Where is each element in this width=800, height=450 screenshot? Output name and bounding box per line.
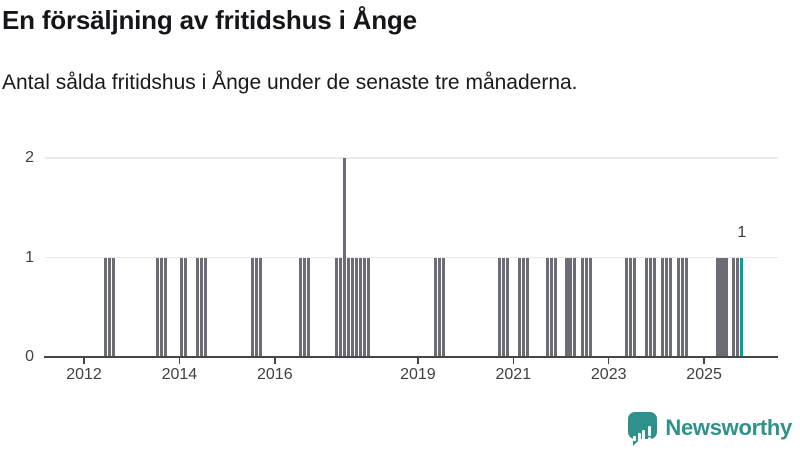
bar-2013-08 [159, 257, 164, 357]
logo-bar-1 [633, 435, 637, 441]
bar-2020-11 [505, 257, 509, 357]
bar-2014-01 [179, 257, 183, 357]
x-axis-tick-2014 [178, 358, 181, 364]
bar-2021-09 [545, 257, 549, 357]
x-axis-tick-2019 [417, 358, 419, 364]
brand-footer: Newsworthy [628, 409, 792, 447]
bar-2017-10 [358, 257, 362, 357]
bar-2023-07 [633, 257, 637, 357]
bar-2024-07 [680, 257, 684, 357]
bar-2021-11 [553, 257, 557, 357]
x-tick-label-2014: 2014 [161, 366, 198, 383]
bar-2025-06 [724, 257, 728, 357]
bar-2021-03 [521, 257, 525, 357]
y-tick-label-1: 1 [25, 248, 34, 266]
logo-bar-3 [642, 429, 646, 441]
x-tick-label-2016: 2016 [257, 366, 293, 383]
bar-2013-07 [156, 257, 160, 357]
bar-2014-06 [199, 257, 203, 357]
bar-2014-02 [183, 257, 187, 357]
bar-2017-08 [350, 257, 354, 357]
bar-2014-07 [203, 257, 207, 357]
bar-2023-10 [644, 257, 649, 357]
speech-bubble-tail [633, 436, 643, 446]
bar-2015-09 [259, 257, 263, 357]
bar-2025-09 [736, 257, 740, 357]
x-axis-tick-2021 [512, 358, 515, 364]
bar-2017-09 [354, 257, 358, 357]
bar-2022-03 [569, 257, 573, 357]
bar-2025-10 [740, 257, 744, 357]
gridline-2 [45, 157, 778, 159]
bar-2024-02 [660, 257, 664, 357]
bar-2022-02 [565, 257, 569, 357]
bar-2023-06 [629, 257, 633, 357]
y-tick-label-0: 0 [25, 348, 34, 365]
newsworthy-logo-icon [628, 410, 658, 447]
bar-2017-04 [334, 257, 338, 357]
last-value-label: 1 [737, 224, 747, 241]
bar-2022-07 [585, 257, 589, 357]
bar-2014-05 [195, 257, 199, 357]
bar-2017-05 [338, 257, 342, 357]
logo-bar-2 [637, 432, 641, 441]
x-tick-label-2025: 2025 [686, 366, 722, 383]
chart-title: En försäljning av fritidshus i Ånge [2, 5, 417, 35]
x-tick-label-2012: 2012 [66, 366, 102, 383]
x-tick-label-2019: 2019 [400, 366, 436, 383]
bar-2020-10 [501, 257, 505, 357]
bar-2020-09 [497, 257, 501, 357]
bar-2025-04 [716, 257, 720, 357]
x-tick-label-2023: 2023 [590, 366, 627, 383]
bar-2012-06 [104, 257, 108, 357]
bar-2022-08 [589, 257, 593, 357]
bar-2017-07 [346, 257, 350, 357]
bar-2021-10 [549, 257, 553, 357]
gridline-1 [45, 256, 778, 259]
bar-2025-08 [732, 257, 736, 357]
bar-2019-05 [434, 257, 438, 357]
bar-2017-12 [366, 257, 370, 357]
bar-2023-11 [648, 257, 652, 357]
bar-2013-09 [163, 257, 168, 357]
bar-2023-12 [652, 257, 656, 357]
bar-2015-08 [255, 257, 259, 357]
bar-2012-07 [108, 257, 112, 357]
bar-2016-07 [299, 257, 303, 357]
y-tick-label-2: 2 [25, 149, 34, 166]
chart-subtitle: Antal sålda fritidshus i Ånge under de s… [2, 71, 578, 94]
bar-2023-05 [625, 257, 629, 357]
bar-2017-06 [342, 158, 346, 357]
logo-exclamation-stem [647, 425, 652, 436]
bar-2019-07 [442, 257, 446, 357]
bar-2017-11 [362, 257, 366, 357]
bar-2024-08 [684, 257, 688, 357]
bar-2022-04 [573, 257, 577, 357]
x-tick-label-2021: 2021 [495, 366, 532, 383]
bar-2024-03 [664, 257, 668, 357]
x-axis-tick-2012 [83, 358, 85, 364]
bar-2016-08 [303, 257, 307, 357]
bar-2024-04 [668, 257, 672, 357]
x-axis-line [44, 355, 778, 359]
bar-2016-09 [307, 257, 311, 357]
bar-2024-06 [676, 257, 680, 357]
bar-2019-06 [438, 257, 442, 357]
bar-2012-08 [112, 257, 116, 357]
bar-2022-06 [581, 257, 585, 357]
x-axis-tick-2016 [274, 358, 276, 364]
x-axis-tick-2025 [703, 358, 705, 364]
bar-2021-04 [525, 257, 529, 357]
logo-exclamation-dot [647, 437, 652, 441]
bar-2015-07 [251, 257, 255, 357]
bar-2021-02 [517, 257, 521, 357]
brand-name: Newsworthy [665, 415, 792, 440]
x-axis-tick-2023 [607, 358, 610, 364]
bar-2025-05 [720, 257, 724, 357]
